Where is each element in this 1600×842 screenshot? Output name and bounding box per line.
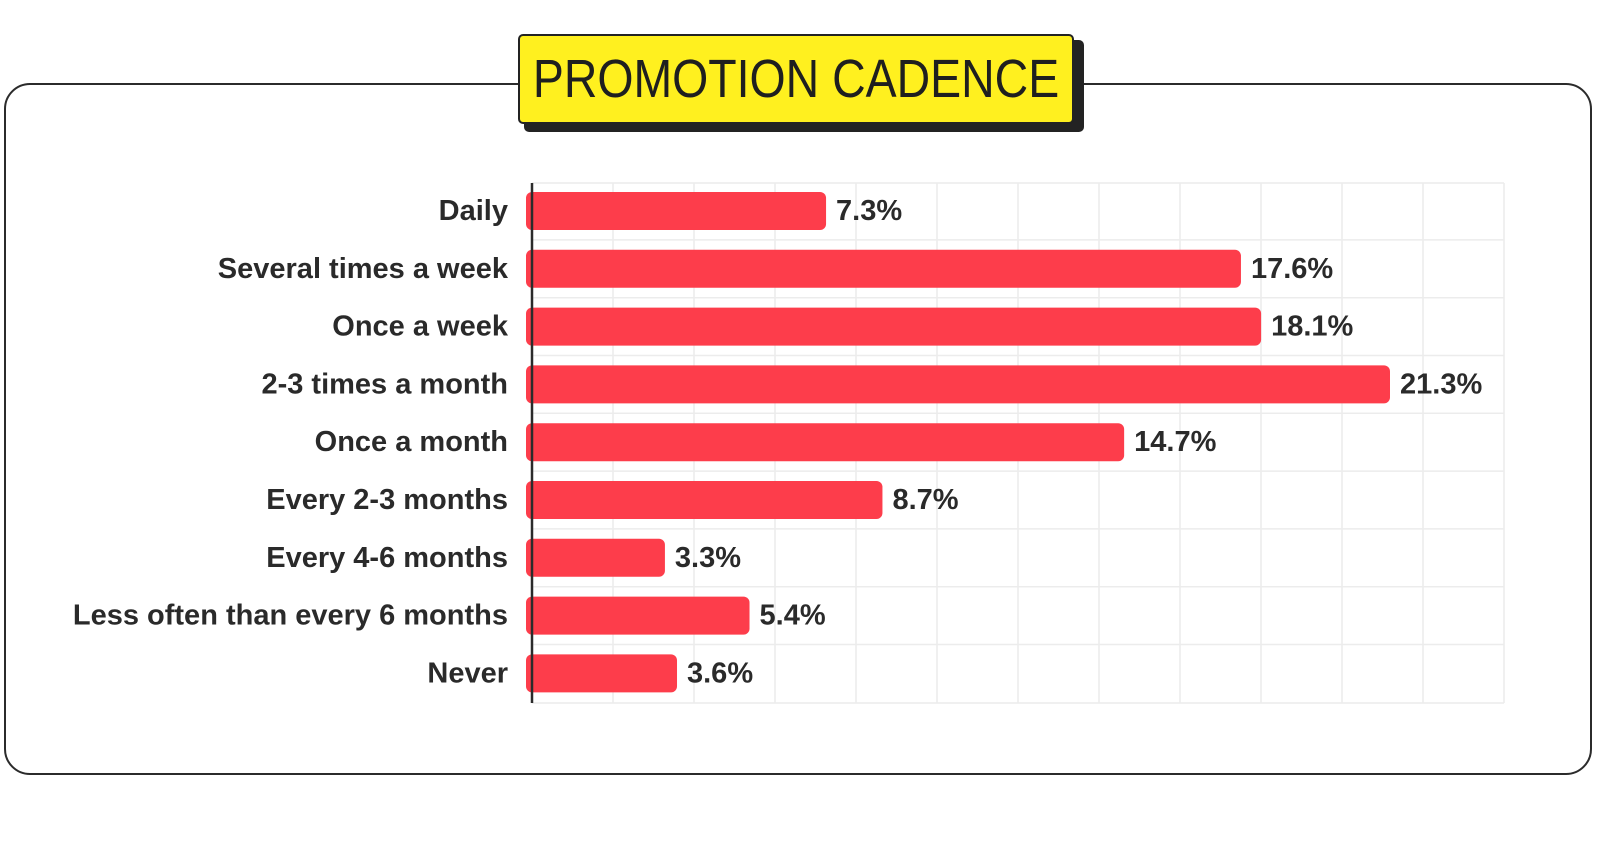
value-label: 8.7% — [892, 484, 958, 516]
category-label: Never — [427, 657, 508, 689]
category-label: Several times a week — [218, 253, 509, 285]
category-label: Daily — [439, 195, 508, 227]
value-label: 3.3% — [675, 542, 741, 574]
category-label: Once a month — [315, 426, 508, 458]
value-label: 21.3% — [1400, 368, 1482, 400]
title-box: PROMOTION CADENCE — [518, 34, 1074, 124]
bar — [526, 654, 678, 693]
bar — [526, 307, 1262, 346]
bar — [526, 192, 827, 230]
bar — [526, 596, 750, 635]
category-label: Every 2-3 months — [266, 484, 508, 516]
value-label: 14.7% — [1134, 426, 1216, 458]
bar — [526, 249, 1241, 288]
bar — [526, 538, 665, 577]
value-label: 18.1% — [1271, 311, 1353, 343]
bar — [526, 423, 1125, 462]
bar — [526, 481, 883, 519]
category-label: Less often than every 6 months — [73, 600, 508, 632]
value-label: 17.6% — [1251, 253, 1333, 285]
value-label: 3.6% — [687, 657, 753, 689]
value-label: 5.4% — [760, 600, 826, 632]
chart-title: PROMOTION CADENCE — [532, 49, 1060, 109]
category-label: Every 4-6 months — [266, 542, 508, 574]
category-label: 2-3 times a month — [261, 368, 508, 400]
value-label: 7.3% — [836, 195, 902, 227]
chart-title-badge: PROMOTION CADENCE — [518, 34, 1084, 132]
category-label: Once a week — [332, 311, 509, 343]
bar — [526, 365, 1390, 404]
